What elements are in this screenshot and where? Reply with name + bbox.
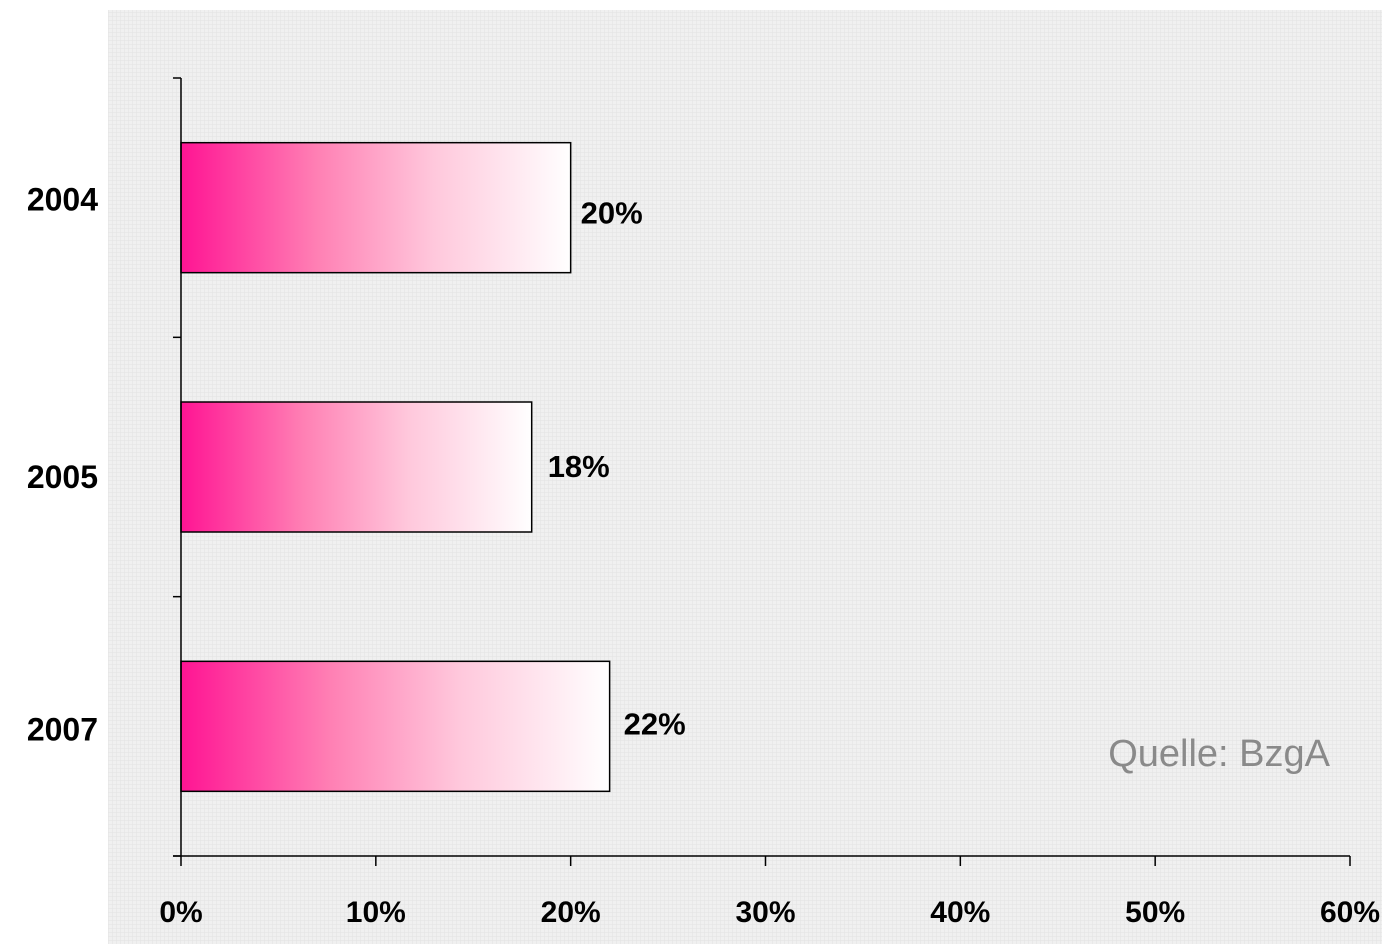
category-label-2004: 2004 — [27, 182, 98, 218]
bar-2005 — [180, 401, 533, 533]
data-label-2005: 18% — [548, 449, 610, 484]
data-label-2007: 22% — [624, 706, 686, 741]
category-label-2005: 2005 — [27, 459, 98, 495]
x-tick-label: 30% — [735, 896, 795, 929]
bar-2004 — [180, 141, 572, 274]
bars-layer — [180, 141, 611, 793]
category-label-2007: 2007 — [27, 711, 98, 747]
axes-layer — [173, 77, 1351, 866]
x-tick-label: 20% — [541, 896, 601, 929]
bar-2007 — [180, 660, 611, 793]
x-tick-label: 50% — [1125, 896, 1185, 929]
x-tick-label: 10% — [346, 896, 406, 929]
source-note: Quelle: BzgA — [1108, 733, 1330, 775]
data-label-2004: 20% — [581, 196, 643, 231]
x-tick-label: 60% — [1320, 896, 1380, 929]
x-tick-label: 0% — [159, 896, 202, 929]
x-tick-label: 40% — [930, 896, 990, 929]
labels-layer: 0% 10% 20% 30% 40% 50% 60% 2004 20% 2005 18% 2007 22… — [27, 182, 1380, 929]
